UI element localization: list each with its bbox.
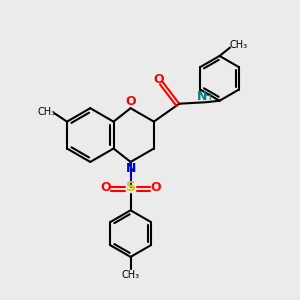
Text: O: O: [125, 95, 136, 108]
Text: CH₃: CH₃: [37, 107, 55, 117]
Text: O: O: [150, 181, 161, 194]
Text: CH₃: CH₃: [229, 40, 248, 50]
Text: N: N: [196, 90, 207, 103]
Text: O: O: [100, 181, 111, 194]
Text: CH₃: CH₃: [122, 270, 140, 280]
Text: N: N: [125, 162, 136, 175]
Text: H: H: [204, 92, 212, 102]
Text: O: O: [153, 73, 164, 86]
Text: S: S: [126, 180, 136, 194]
